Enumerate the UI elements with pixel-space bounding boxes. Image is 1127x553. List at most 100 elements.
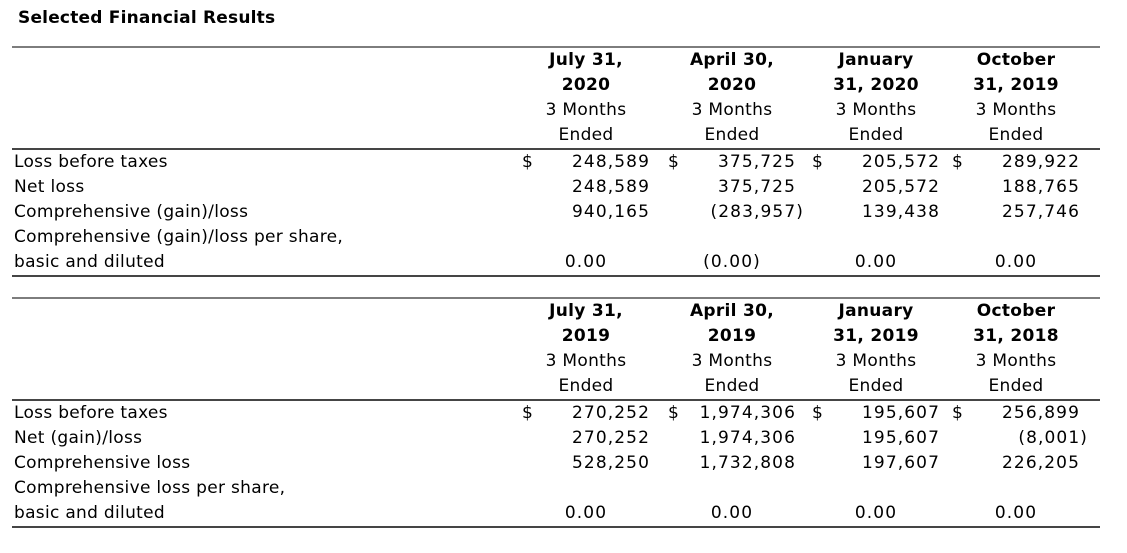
table-row: Loss before taxes $248,589 $375,725 $205… [12, 149, 1100, 175]
financial-table-fy2020: July 31, 2020 3 Months Ended April 30, 2… [12, 46, 1100, 277]
table-cell: 0.00 [812, 501, 952, 527]
row-label: Loss before taxes [14, 403, 168, 423]
row-label: basic and diluted [14, 503, 165, 523]
subheader-line: 3 Months [545, 351, 627, 371]
cell-value: 270,252 [572, 428, 650, 448]
table-cell: (0.00) [668, 250, 812, 276]
table-cell: 0.00 [522, 250, 668, 276]
table-cell: $375,725 [668, 149, 812, 175]
cell-value: (283,957) [710, 202, 804, 222]
table-cell: 0.00 [812, 250, 952, 276]
page-title: Selected Financial Results [18, 8, 276, 28]
cell-value: 248,589 [572, 152, 650, 172]
row-label: Comprehensive (gain)/loss [14, 202, 249, 222]
cell-value: 205,572 [862, 177, 940, 197]
row-label: Comprehensive (gain)/loss per share, [14, 227, 344, 247]
currency-symbol: $ [522, 152, 534, 172]
financial-table-fy2019: July 31, 2019 3 Months Ended April 30, 2… [12, 297, 1100, 528]
period-line: January [838, 301, 914, 321]
column-header-oct-2018: October 31, 2018 3 Months Ended [952, 298, 1100, 401]
subheader-line: Ended [558, 125, 614, 145]
table-row: basic and diluted 0.00 (0.00) 0.00 0.00 [12, 250, 1100, 276]
column-header-jul-2020: July 31, 2020 3 Months Ended [522, 47, 668, 150]
subheader-line: Ended [988, 376, 1044, 396]
row-label: Comprehensive loss [14, 453, 191, 473]
period-line: 31, 2018 [973, 326, 1059, 346]
cell-value: 188,765 [1002, 177, 1080, 197]
cell-value: 1,732,808 [699, 453, 796, 473]
table-cell [668, 476, 812, 501]
table-cell [522, 225, 668, 250]
table-row: Comprehensive (gain)/loss 940,165 (283,9… [12, 200, 1100, 225]
table-cell: $256,899 [952, 400, 1100, 426]
cell-value: 270,252 [572, 403, 650, 423]
table-cell [522, 476, 668, 501]
column-header-jan-2019: January 31, 2019 3 Months Ended [812, 298, 952, 401]
table-cell: $248,589 [522, 149, 668, 175]
table-row: Net (gain)/loss 270,252 1,974,306 195,60… [12, 426, 1100, 451]
cell-value: 289,922 [1002, 152, 1080, 172]
currency-symbol: $ [812, 403, 824, 423]
table-cell: 0.00 [952, 501, 1100, 527]
table-cell [952, 225, 1100, 250]
cell-value: 0.00 [564, 503, 608, 523]
table-cell: 0.00 [668, 501, 812, 527]
cell-value: 195,607 [862, 403, 940, 423]
subheader-line: Ended [558, 376, 614, 396]
table-row: basic and diluted 0.00 0.00 0.00 0.00 [12, 501, 1100, 527]
cell-value: 226,205 [1002, 453, 1080, 473]
row-label: Net (gain)/loss [14, 428, 143, 448]
cell-value: 0.00 [564, 252, 608, 272]
subheader-line: 3 Months [691, 100, 773, 120]
table-cell: 188,765 [952, 175, 1100, 200]
currency-symbol: $ [952, 403, 964, 423]
table-cell: 0.00 [952, 250, 1100, 276]
table-cell: 375,725 [668, 175, 812, 200]
subheader-line: Ended [848, 125, 904, 145]
table-cell: 205,572 [812, 175, 952, 200]
cell-value: 257,746 [1002, 202, 1080, 222]
table-cell: 1,974,306 [668, 426, 812, 451]
subheader-line: 3 Months [835, 351, 917, 371]
header-row: July 31, 2019 3 Months Ended April 30, 2… [12, 298, 1100, 401]
cell-value: 0.00 [854, 252, 898, 272]
table-cell: $289,922 [952, 149, 1100, 175]
period-line: July 31, [549, 301, 623, 321]
subheader-line: 3 Months [835, 100, 917, 120]
table-cell: $195,607 [812, 400, 952, 426]
cell-value: 375,725 [718, 152, 796, 172]
column-header-jul-2019: July 31, 2019 3 Months Ended [522, 298, 668, 401]
currency-symbol: $ [522, 403, 534, 423]
subheader-line: Ended [704, 376, 760, 396]
column-header-jan-2020: January 31, 2020 3 Months Ended [812, 47, 952, 150]
table-cell [812, 476, 952, 501]
cell-value: 0.00 [854, 503, 898, 523]
table-cell: $270,252 [522, 400, 668, 426]
currency-symbol: $ [812, 152, 824, 172]
period-line: January [838, 50, 914, 70]
column-header-apr-2020: April 30, 2020 3 Months Ended [668, 47, 812, 150]
cell-value: 195,607 [862, 428, 940, 448]
subheader-line: 3 Months [691, 351, 773, 371]
table-row: Comprehensive loss per share, [12, 476, 1100, 501]
table-cell: 195,607 [812, 426, 952, 451]
period-line: October [976, 50, 1056, 70]
column-header-oct-2019: October 31, 2019 3 Months Ended [952, 47, 1100, 150]
period-line: 2019 [561, 326, 611, 346]
row-label: Comprehensive loss per share, [14, 478, 286, 498]
table-cell [952, 476, 1100, 501]
cell-value: (8,001) [1018, 428, 1088, 448]
cell-value: 1,974,306 [699, 403, 796, 423]
cell-value: 248,589 [572, 177, 650, 197]
currency-symbol: $ [952, 152, 964, 172]
table-cell: 248,589 [522, 175, 668, 200]
subheader-line: Ended [704, 125, 760, 145]
header-spacer [12, 298, 522, 401]
subheader-line: 3 Months [975, 351, 1057, 371]
column-header-apr-2019: April 30, 2019 3 Months Ended [668, 298, 812, 401]
table-row: Comprehensive loss 528,250 1,732,808 197… [12, 451, 1100, 476]
cell-value: 528,250 [572, 453, 650, 473]
cell-value: (0.00) [703, 252, 761, 272]
period-line: April 30, [689, 50, 775, 70]
cell-value: 375,725 [718, 177, 796, 197]
